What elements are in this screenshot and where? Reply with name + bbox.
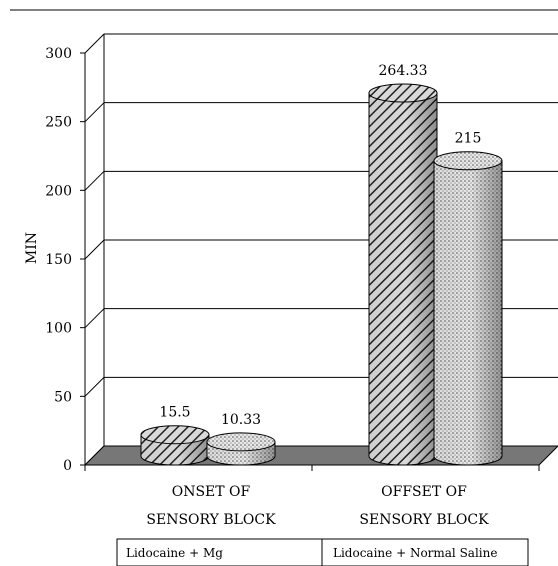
gridlines	[104, 33, 558, 378]
legend: Lidocaine + Mg Lidocaine + Normal Saline	[116, 538, 529, 566]
value-label: 215	[455, 131, 482, 147]
legend-item-lidocaine-mg: Lidocaine + Mg	[126, 546, 223, 560]
y-axis-tick	[84, 33, 105, 54]
y-axis-label: MIN	[24, 232, 40, 264]
bar-lidocaine-mg-1	[368, 83, 438, 466]
y-tick-label: 300	[45, 46, 72, 62]
value-label: 10.33	[221, 412, 261, 428]
y-tick-labels: 0 50 100 150 200 250 300	[45, 46, 72, 474]
y-tick-label: 200	[45, 183, 72, 199]
y-axis	[80, 33, 105, 466]
value-labels: 15.5 264.33 10.33 215	[159, 63, 481, 428]
y-tick-label: 50	[54, 389, 72, 405]
bar-lidocaine-mg-0	[140, 425, 210, 466]
category-label-onset-line2: SENSORY BLOCK	[146, 512, 276, 528]
y-tick-label: 150	[45, 252, 72, 268]
y-axis-tick	[84, 102, 105, 123]
value-label: 15.5	[159, 405, 190, 421]
y-axis-tick	[84, 170, 105, 191]
bar-lidocaine-saline-0	[206, 432, 276, 466]
y-tick-label: 250	[45, 115, 72, 131]
legend-item-lidocaine-saline: Lidocaine + Normal Saline	[333, 546, 497, 560]
value-label: 264.33	[379, 63, 428, 79]
y-tick-label: 100	[45, 321, 72, 337]
category-label-onset-line1: ONSET OF	[172, 484, 251, 500]
y-tick-label: 0	[63, 458, 72, 474]
category-label-offset-line1: OFFSET OF	[381, 484, 467, 500]
category-label-offset-line2: SENSORY BLOCK	[359, 512, 489, 528]
y-axis-tick	[84, 239, 105, 260]
y-axis-tick	[84, 308, 105, 329]
y-axis-tick	[84, 376, 105, 397]
bars	[140, 83, 503, 466]
bar-lidocaine-saline-1	[433, 151, 503, 466]
